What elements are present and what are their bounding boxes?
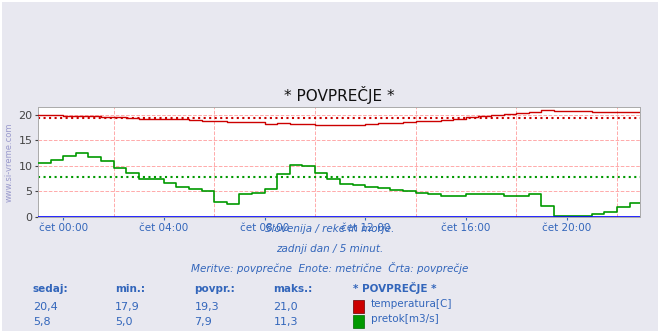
- Text: 11,3: 11,3: [273, 317, 298, 327]
- Text: 7,9: 7,9: [194, 317, 212, 327]
- Text: sedaj:: sedaj:: [33, 284, 69, 294]
- Text: 5,0: 5,0: [115, 317, 133, 327]
- Text: povpr.:: povpr.:: [194, 284, 235, 294]
- Text: maks.:: maks.:: [273, 284, 313, 294]
- Text: 17,9: 17,9: [115, 302, 140, 312]
- Title: * POVPREČJE *: * POVPREČJE *: [283, 86, 394, 105]
- Text: 20,4: 20,4: [33, 302, 58, 312]
- Text: www.si-vreme.com: www.si-vreme.com: [5, 122, 14, 202]
- Text: zadnji dan / 5 minut.: zadnji dan / 5 minut.: [276, 244, 383, 254]
- Text: 5,8: 5,8: [33, 317, 51, 327]
- Text: min.:: min.:: [115, 284, 146, 294]
- Text: pretok[m3/s]: pretok[m3/s]: [371, 314, 439, 324]
- Text: Slovenija / reke in morje.: Slovenija / reke in morje.: [265, 224, 394, 234]
- Text: Meritve: povprečne  Enote: metrične  Črta: povprečje: Meritve: povprečne Enote: metrične Črta:…: [191, 262, 468, 274]
- Text: temperatura[C]: temperatura[C]: [371, 299, 453, 309]
- Text: 19,3: 19,3: [194, 302, 219, 312]
- Text: 21,0: 21,0: [273, 302, 298, 312]
- Text: * POVPREČJE *: * POVPREČJE *: [353, 282, 436, 294]
